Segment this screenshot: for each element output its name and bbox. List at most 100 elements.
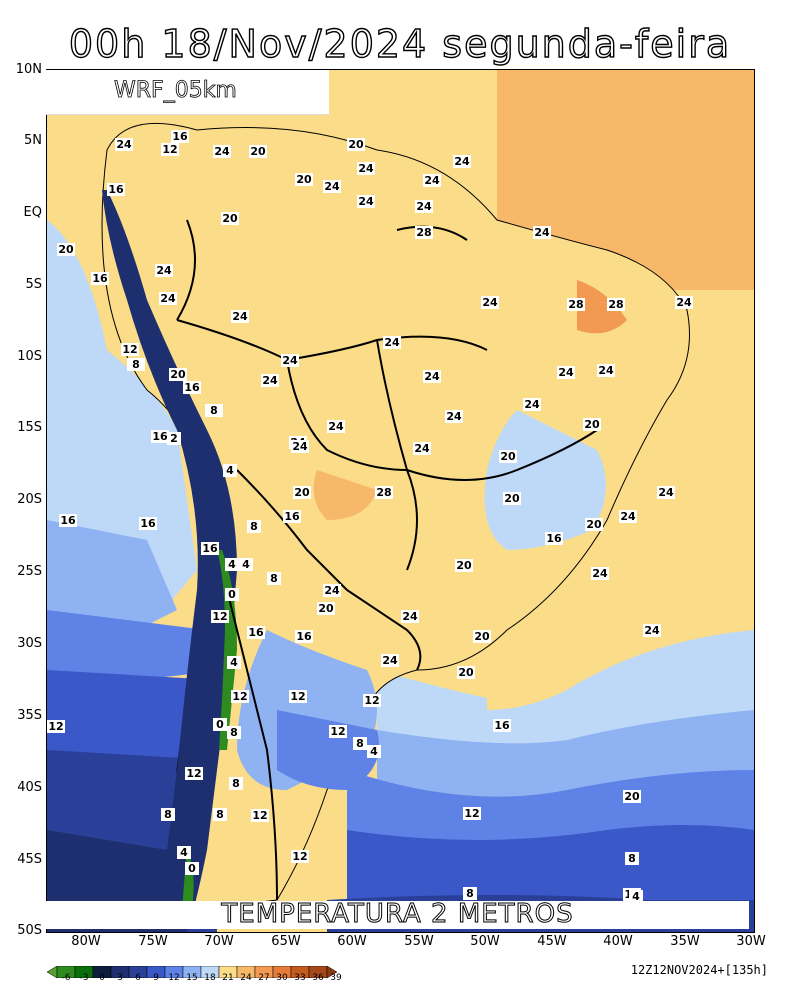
contour-label: 24	[323, 584, 341, 597]
andes-cold-strip	[102, 190, 237, 932]
contour-label: 8	[213, 808, 227, 821]
svg-text:24: 24	[214, 145, 230, 158]
svg-text:8: 8	[216, 808, 224, 821]
colorbar-label: 15	[186, 973, 198, 983]
svg-text:24: 24	[482, 296, 498, 309]
svg-text:12: 12	[464, 807, 479, 820]
contour-label: 24	[155, 264, 173, 277]
southeast-brazil-cool-zone	[484, 410, 606, 550]
svg-text:24: 24	[414, 442, 430, 455]
contour-label: 12	[121, 343, 139, 356]
contour-label: 4	[227, 656, 241, 669]
svg-text:16: 16	[296, 630, 312, 643]
svg-text:24: 24	[324, 180, 340, 193]
contour-label: 24	[423, 174, 441, 187]
contour-label: 20	[583, 418, 601, 431]
contour-label: 24	[415, 200, 433, 213]
lon-label: 50W	[470, 934, 500, 949]
svg-text:16: 16	[172, 130, 188, 143]
colorbar-label: 27	[258, 973, 270, 983]
contour-label: 8	[127, 358, 145, 371]
svg-text:20: 20	[584, 418, 600, 431]
lat-label: 10N	[15, 62, 42, 77]
contour-label: 16	[283, 510, 301, 523]
contour-label: 16	[91, 272, 109, 285]
svg-text:20: 20	[348, 138, 364, 151]
contour-label: 4	[629, 890, 643, 903]
contour-label: 8	[463, 887, 477, 900]
northeast-hot-zone	[577, 280, 627, 334]
lon-label: 80W	[71, 934, 101, 949]
svg-text:0: 0	[216, 718, 224, 731]
variable-label: TEMPERATURA 2 METROS	[221, 899, 574, 929]
contour-label: 4	[367, 745, 381, 758]
svg-text:24: 24	[156, 264, 172, 277]
colorbar-label: 39	[330, 973, 342, 983]
contour-label: 24	[401, 610, 419, 623]
contour-label: 24	[481, 296, 499, 309]
svg-text:28: 28	[608, 298, 623, 311]
svg-text:16: 16	[60, 514, 76, 527]
contour-label: 12	[47, 720, 65, 733]
lat-label: 20S	[17, 492, 42, 507]
contour-label: 4	[225, 558, 239, 571]
lat-label: 35S	[17, 708, 42, 723]
contour-label: 24	[231, 310, 249, 323]
svg-text:24: 24	[658, 486, 674, 499]
svg-text:12: 12	[186, 767, 201, 780]
svg-text:4: 4	[230, 656, 238, 669]
contour-label: 20	[317, 602, 335, 615]
contour-label: 24	[453, 155, 471, 168]
svg-text:24: 24	[292, 440, 308, 453]
svg-text:24: 24	[282, 354, 298, 367]
svg-text:8: 8	[628, 852, 636, 865]
svg-text:12: 12	[162, 143, 177, 156]
svg-text:4: 4	[226, 464, 234, 477]
svg-text:20: 20	[456, 559, 472, 572]
svg-text:0: 0	[188, 862, 196, 875]
lat-label: 30S	[17, 636, 42, 651]
lat-label: 5N	[24, 133, 42, 148]
contour-label: 20	[221, 212, 239, 225]
contour-label: 24	[261, 374, 279, 387]
contour-label: 8	[205, 404, 223, 417]
contour-label: 24	[597, 364, 615, 377]
contour-label: 0	[225, 588, 239, 601]
colorbar-label: 30	[276, 973, 288, 983]
lon-label: 70W	[204, 934, 234, 949]
svg-text:24: 24	[534, 226, 550, 239]
svg-text:20: 20	[500, 450, 516, 463]
contour-label: 4	[177, 846, 191, 859]
contour-label: 8	[625, 852, 639, 865]
svg-text:0: 0	[228, 588, 236, 601]
svg-text:24: 24	[644, 624, 660, 637]
svg-text:24: 24	[358, 195, 374, 208]
contour-label: 20	[169, 368, 187, 381]
map-title: 00h 18/Nov/2024 segunda-feira	[68, 21, 732, 66]
contour-label: 0	[213, 718, 227, 731]
svg-text:16: 16	[108, 183, 124, 196]
variable-label-box: TEMPERATURA 2 METROS	[46, 901, 749, 929]
svg-text:16: 16	[494, 719, 510, 732]
lat-label: 10S	[17, 349, 42, 364]
svg-text:12: 12	[122, 343, 137, 356]
model-label: WRF_05km	[114, 78, 238, 104]
contour-label: 24	[533, 226, 551, 239]
svg-text:24: 24	[598, 364, 614, 377]
contour-label: 2	[167, 432, 181, 445]
contour-label: 24	[381, 654, 399, 667]
colorbar-label: 12	[168, 973, 180, 983]
svg-text:24: 24	[116, 138, 132, 151]
lon-label: 65W	[271, 934, 301, 949]
contour-label: 24	[281, 354, 299, 367]
lat-label: 15S	[17, 420, 42, 435]
colorbar-label: 24	[240, 973, 252, 983]
svg-text:16: 16	[284, 510, 300, 523]
svg-text:20: 20	[296, 173, 312, 186]
svg-text:20: 20	[294, 486, 310, 499]
lat-label: EQ	[23, 205, 42, 220]
contour-label: 24	[213, 145, 231, 158]
lat-label: 40S	[17, 780, 42, 795]
svg-text:12: 12	[290, 690, 305, 703]
svg-text:8: 8	[164, 808, 172, 821]
